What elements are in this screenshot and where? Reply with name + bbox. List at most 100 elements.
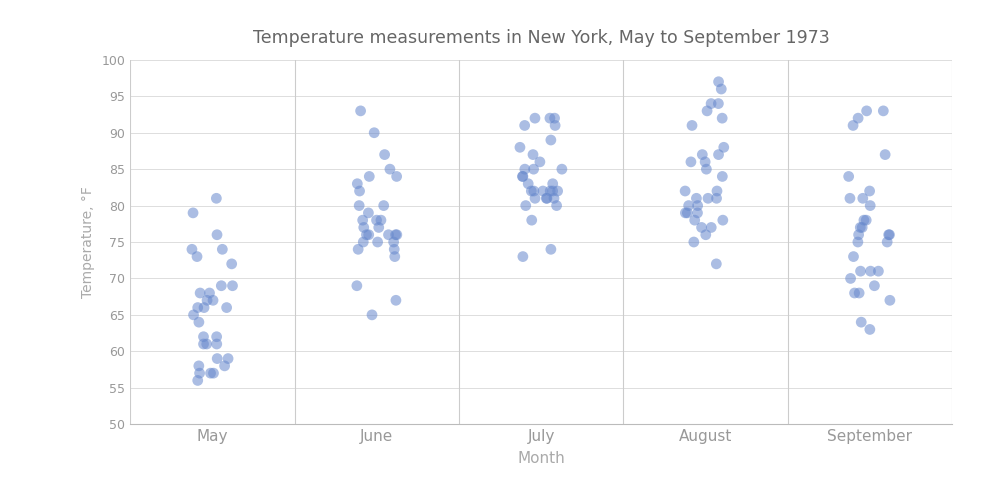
- Point: [370, 238, 386, 246]
- Point: [192, 289, 208, 297]
- Point: [542, 114, 558, 122]
- Point: [709, 187, 725, 195]
- Point: [881, 231, 897, 239]
- Point: [514, 173, 530, 181]
- Point: [356, 224, 372, 232]
- Point: [683, 158, 699, 166]
- Point: [684, 121, 700, 129]
- Point: [841, 173, 857, 181]
- Point: [525, 151, 541, 159]
- Point: [389, 231, 405, 239]
- Point: [381, 231, 397, 239]
- Point: [710, 100, 726, 108]
- Point: [184, 246, 200, 253]
- Point: [846, 252, 862, 260]
- Point: [689, 209, 705, 217]
- Point: [877, 151, 893, 159]
- Point: [214, 246, 230, 253]
- Point: [356, 238, 372, 246]
- Point: [364, 311, 380, 319]
- Point: [698, 165, 714, 173]
- Point: [373, 216, 389, 224]
- Point: [542, 187, 558, 195]
- Point: [714, 216, 730, 224]
- Point: [388, 231, 404, 239]
- Point: [882, 231, 898, 239]
- Point: [386, 238, 402, 246]
- Point: [847, 289, 863, 297]
- Point: [209, 231, 225, 239]
- Point: [850, 114, 866, 122]
- Point: [205, 369, 221, 377]
- Point: [350, 180, 366, 188]
- Point: [539, 194, 555, 202]
- Point: [196, 303, 212, 311]
- Point: [189, 252, 205, 260]
- Point: [361, 231, 377, 239]
- Point: [189, 376, 205, 384]
- Point: [882, 296, 898, 304]
- Point: [526, 165, 542, 173]
- Point: [185, 209, 201, 217]
- Point: [854, 224, 870, 232]
- Point: [213, 282, 229, 290]
- Point: [689, 202, 705, 210]
- Point: [524, 216, 540, 224]
- Point: [546, 114, 562, 122]
- Point: [680, 202, 696, 210]
- Point: [538, 194, 554, 202]
- Point: [369, 216, 385, 224]
- X-axis label: Month: Month: [517, 451, 565, 466]
- Point: [845, 121, 861, 129]
- Point: [703, 100, 719, 108]
- Point: [350, 246, 366, 253]
- Point: [362, 173, 378, 181]
- Point: [371, 224, 387, 232]
- Point: [349, 282, 365, 290]
- Point: [545, 180, 561, 188]
- Point: [554, 165, 570, 173]
- Point: [688, 194, 704, 202]
- Point: [382, 165, 398, 173]
- Point: [677, 209, 693, 217]
- Point: [218, 303, 234, 311]
- Point: [527, 114, 543, 122]
- Point: [545, 187, 561, 195]
- Point: [355, 216, 371, 224]
- Point: [693, 224, 709, 232]
- Point: [352, 187, 368, 195]
- Point: [703, 224, 719, 232]
- Point: [855, 194, 871, 202]
- Point: [697, 158, 713, 166]
- Point: [366, 129, 382, 137]
- Point: [862, 325, 878, 333]
- Point: [550, 187, 566, 195]
- Point: [376, 202, 392, 210]
- Point: [679, 209, 695, 217]
- Point: [535, 187, 551, 195]
- Point: [863, 267, 879, 275]
- Point: [854, 318, 870, 326]
- Point: [876, 107, 892, 115]
- Point: [699, 107, 715, 115]
- Point: [224, 282, 240, 290]
- Point: [710, 151, 726, 159]
- Point: [185, 311, 201, 319]
- Point: [189, 303, 205, 311]
- Point: [677, 187, 693, 195]
- Point: [862, 187, 878, 195]
- Point: [198, 340, 214, 348]
- Point: [209, 355, 225, 363]
- Point: [353, 107, 369, 115]
- Point: [208, 340, 224, 348]
- Point: [517, 121, 533, 129]
- Point: [386, 246, 402, 253]
- Point: [842, 194, 858, 202]
- Point: [520, 180, 536, 188]
- Point: [714, 114, 730, 122]
- Point: [518, 202, 534, 210]
- Point: [208, 194, 224, 202]
- Point: [190, 362, 206, 370]
- Point: [191, 318, 207, 326]
- Point: [195, 340, 211, 348]
